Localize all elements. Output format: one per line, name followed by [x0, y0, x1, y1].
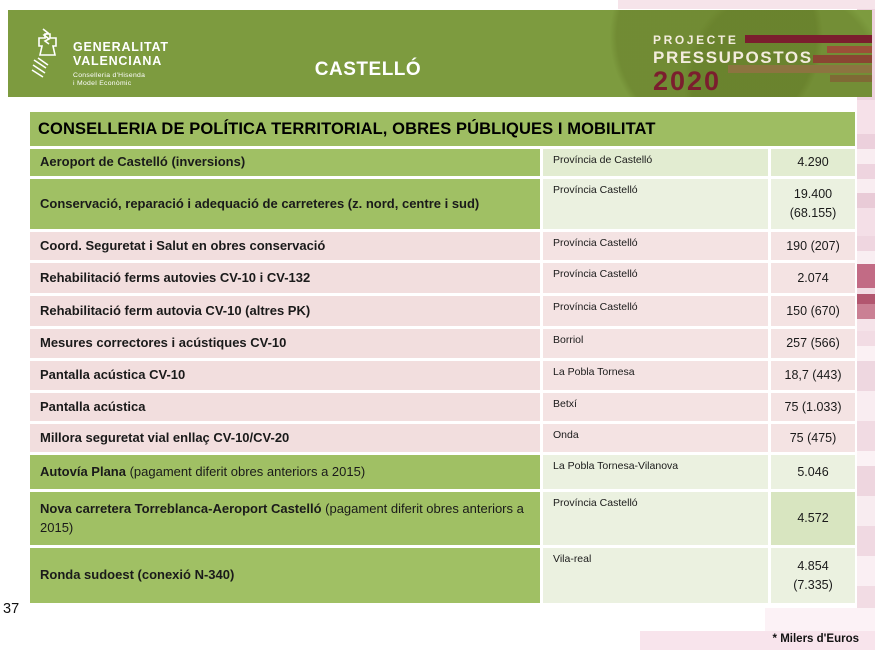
amount-cell: 4.290 — [771, 149, 855, 177]
amount-cell: 18,7 (443) — [771, 361, 855, 391]
logo-org-line2: VALENCIANA — [73, 54, 163, 69]
strip-block — [857, 264, 875, 288]
location-cell: Província Castelló — [543, 263, 768, 294]
top-decor-strip — [618, 0, 875, 9]
strip-block — [857, 288, 875, 294]
brand-projecte: PROJECTE — [653, 33, 739, 47]
table-row: Pantalla acústica CV-10 La Pobla Tornesa… — [30, 361, 855, 391]
strip-block — [857, 236, 875, 251]
project-name-cell: Ronda sudoest (conexió N-340) — [30, 548, 540, 604]
project-name-cell: Rehabilitació ferms autovies CV-10 i CV-… — [30, 263, 540, 294]
table-row: Autovía Plana (pagament diferit obres an… — [30, 455, 855, 490]
location-cell: Província Castelló — [543, 296, 768, 327]
amount-cell: 75 (475) — [771, 424, 855, 453]
strip-block — [857, 421, 875, 451]
logo-dept-line2: i Model Econòmic — [73, 80, 132, 88]
location-cell: Província Castelló — [543, 232, 768, 261]
strip-block — [857, 100, 875, 134]
amount-cell: 257 (566) — [771, 329, 855, 359]
amount-cell: 190 (207) — [771, 232, 855, 261]
amount-cell: 4.854 (7.335) — [771, 548, 855, 604]
location-cell: La Pobla Tornesa — [543, 361, 768, 391]
location-cell: Província Castelló — [543, 179, 768, 230]
table-row: Ronda sudoest (conexió N-340) Vila-real … — [30, 548, 855, 604]
strip-block — [857, 149, 875, 164]
strip-block — [857, 346, 875, 361]
amount-cell: 5.046 — [771, 455, 855, 490]
table-row: Coord. Seguretat i Salut en obres conser… — [30, 232, 855, 261]
location-cell: Onda — [543, 424, 768, 453]
table-row: Mesures correctores i acústiques CV-10 B… — [30, 329, 855, 359]
project-name-cell: Millora seguretat vial enllaç CV-10/CV-2… — [30, 424, 540, 453]
location-cell: Borriol — [543, 329, 768, 359]
logo-dept-line1: Conselleria d'Hisenda — [73, 71, 146, 79]
table-row: Nova carretera Torreblanca-Aeroport Cast… — [30, 492, 855, 546]
strip-block — [857, 134, 875, 149]
budget-table-body: Aeroport de Castelló (inversions) Provín… — [30, 149, 855, 604]
strip-block — [857, 331, 875, 346]
budget-table: CONSELLERIA DE POLÍTICA TERRITORIAL, OBR… — [30, 112, 855, 604]
strip-block — [857, 451, 875, 466]
bottom-decor-band — [640, 631, 875, 650]
slide-header: GENERALITAT VALENCIANA Conselleria d'His… — [8, 10, 872, 97]
strip-block — [857, 193, 875, 208]
strip-block — [857, 294, 875, 304]
strip-block — [857, 164, 875, 179]
table-row: Conservació, reparació i adequació de ca… — [30, 179, 855, 230]
project-name-cell: Coord. Seguretat i Salut en obres conser… — [30, 232, 540, 261]
table-row: Rehabilitació ferms autovies CV-10 i CV-… — [30, 263, 855, 294]
brand-block: PROJECTE PRESSUPOSTOS 2020 — [653, 34, 813, 95]
project-name-cell: Rehabilitació ferm autovia CV-10 (altres… — [30, 296, 540, 327]
amount-cell: 75 (1.033) — [771, 393, 855, 422]
project-name-cell: Autovía Plana (pagament diferit obres an… — [30, 455, 540, 490]
location-cell: Vila-real — [543, 548, 768, 604]
table-row: Pantalla acústica Betxí 75 (1.033) — [30, 393, 855, 422]
project-name-cell: Conservació, reparació i adequació de ca… — [30, 179, 540, 230]
table-title: CONSELLERIA DE POLÍTICA TERRITORIAL, OBR… — [30, 112, 855, 146]
strip-block — [857, 361, 875, 391]
project-name-cell: Pantalla acústica — [30, 393, 540, 422]
table-row: Rehabilitació ferm autovia CV-10 (altres… — [30, 296, 855, 327]
strip-block — [857, 466, 875, 496]
table-row: Millora seguretat vial enllaç CV-10/CV-2… — [30, 424, 855, 453]
strip-block — [857, 319, 875, 331]
strip-block — [857, 556, 875, 586]
units-footnote: * Milers d'Euros — [772, 633, 859, 645]
project-name-cell: Pantalla acústica CV-10 — [30, 361, 540, 391]
amount-cell: 4.572 — [771, 492, 855, 546]
generalitat-logo: GENERALITAT VALENCIANA Conselleria d'His… — [30, 26, 169, 89]
strip-block — [857, 251, 875, 264]
location-cell: Província de Castelló — [543, 149, 768, 177]
project-name-cell: Mesures correctores i acústiques CV-10 — [30, 329, 540, 359]
location-cell: Betxí — [543, 393, 768, 422]
amount-cell: 2.074 — [771, 263, 855, 294]
slide-title: CASTELLÓ — [314, 59, 422, 80]
amount-cell: 19.400 (68.155) — [771, 179, 855, 230]
brand-pressupostos: PRESSUPOSTOS — [653, 48, 813, 67]
strip-block — [857, 179, 875, 193]
project-name-cell: Nova carretera Torreblanca-Aeroport Cast… — [30, 492, 540, 546]
gv-coat-of-arms-icon — [30, 26, 73, 78]
table-row: Aeroport de Castelló (inversions) Provín… — [30, 149, 855, 177]
logo-text: GENERALITAT VALENCIANA Conselleria d'His… — [73, 26, 169, 89]
logo-org-line1: GENERALITAT — [73, 40, 169, 54]
brand-year: 2020 — [653, 66, 722, 96]
project-name-cell: Aeroport de Castelló (inversions) — [30, 149, 540, 177]
location-cell: La Pobla Tornesa-Vilanova — [543, 455, 768, 490]
bottom-decor-soft — [765, 608, 875, 632]
strip-block — [857, 526, 875, 556]
strip-block — [857, 496, 875, 526]
amount-cell: 150 (670) — [771, 296, 855, 327]
strip-block — [857, 304, 875, 319]
page-number: 37 — [3, 601, 20, 617]
location-cell: Província Castelló — [543, 492, 768, 546]
strip-block — [857, 208, 875, 236]
strip-block — [857, 391, 875, 421]
right-decor-strip — [857, 9, 875, 650]
